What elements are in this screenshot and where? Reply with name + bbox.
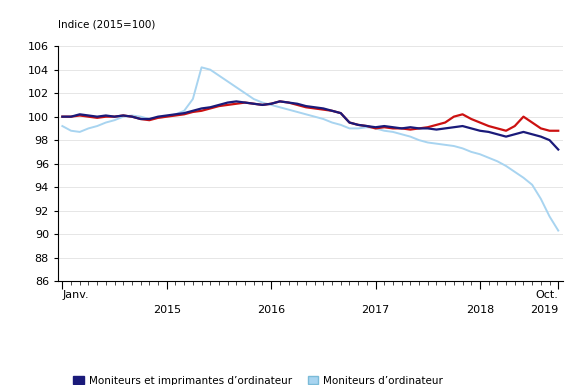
Text: 2015: 2015 bbox=[153, 305, 181, 315]
Text: Janv.: Janv. bbox=[63, 290, 89, 300]
Text: 2018: 2018 bbox=[466, 305, 494, 315]
Text: 2017: 2017 bbox=[361, 305, 390, 315]
Text: Indice (2015=100): Indice (2015=100) bbox=[58, 20, 155, 30]
Text: Oct.: Oct. bbox=[535, 290, 558, 300]
Text: 2016: 2016 bbox=[257, 305, 285, 315]
Text: 2019: 2019 bbox=[530, 305, 558, 315]
